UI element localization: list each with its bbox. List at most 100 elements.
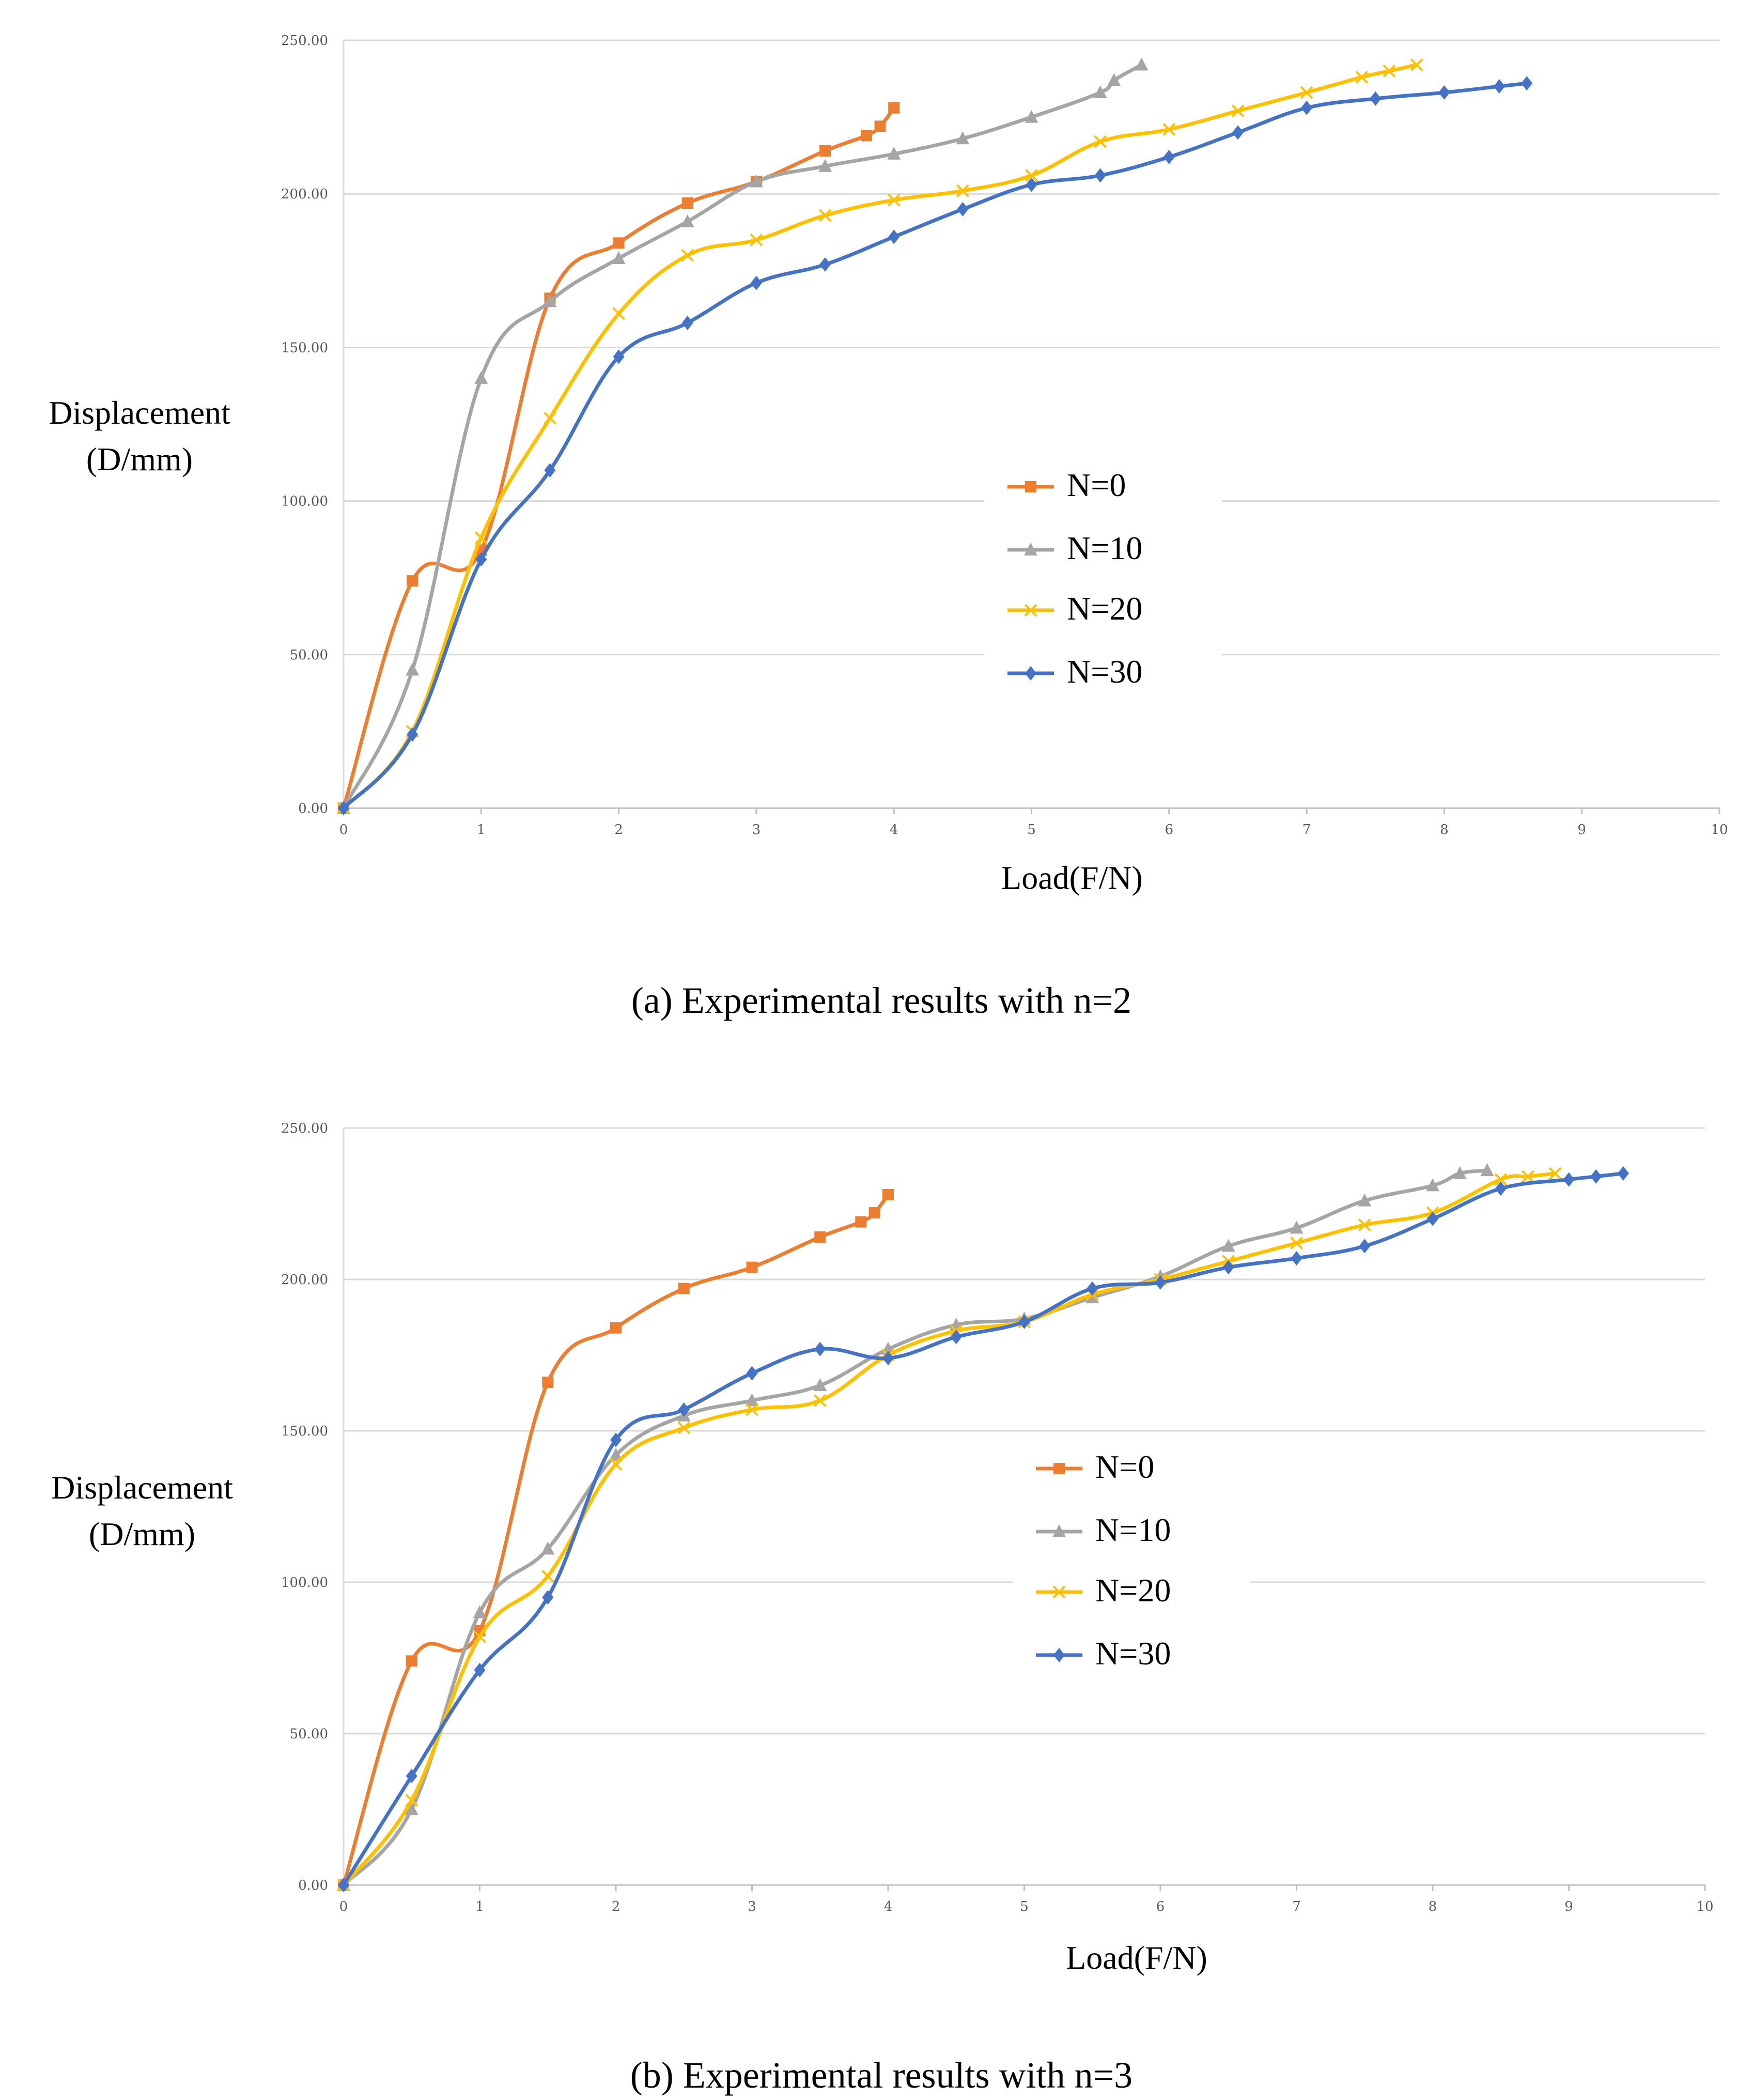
data-point [868,1207,880,1219]
data-point [406,1655,417,1667]
data-point [609,1458,623,1471]
x-tick-label: 7 [1292,1899,1301,1914]
x-tick-label: 6 [1156,1899,1165,1914]
data-point [678,1283,690,1294]
x-tick-label: 10 [1711,822,1728,838]
data-point [1301,100,1313,115]
y-axis-label-line1: Displacement [51,1469,233,1506]
data-point [680,214,694,227]
data-point [612,251,626,265]
data-point [818,209,832,222]
data-point [1453,1166,1467,1179]
data-point [406,1769,417,1784]
data-point [1494,1173,1508,1186]
data-point [1410,58,1423,71]
data-point [338,1878,349,1892]
data-point [819,257,831,272]
x-tick-label: 2 [614,822,623,838]
data-point [746,1366,758,1381]
data-point [1521,76,1533,91]
legend-item: N=0 [1007,467,1126,503]
data-point [406,662,420,676]
data-point [541,1541,555,1555]
data-point [612,307,626,320]
data-point-stroke-b [1410,58,1423,71]
series-line [342,106,896,809]
legend-background [1013,1444,1250,1687]
data-point [855,1216,867,1228]
data-point [1025,110,1038,123]
legend-label: N=10 [1067,530,1142,566]
data-point-stroke-b [1522,1170,1534,1183]
data-point [473,1605,487,1618]
data-point [678,1402,690,1417]
x-tick-label: 4 [890,822,898,838]
data-point [542,1590,554,1605]
data-point [681,249,694,262]
legend-item: N=20 [1036,1572,1171,1609]
data-point [746,1261,758,1273]
data-point [681,197,693,209]
data-point [1548,1167,1562,1180]
data-point [957,202,969,217]
x-tick-label: 4 [884,1899,893,1914]
legend-swatch-marker [1025,481,1036,492]
data-point-stroke-b [813,1394,827,1407]
data-point [1480,1163,1494,1177]
data-point [1162,122,1176,136]
data-point [813,1394,827,1407]
data-point-stroke-b [677,1421,691,1434]
x-tick-label: 8 [1440,822,1449,838]
data-point-stroke-b [541,1569,554,1583]
data-point [405,1794,418,1807]
y-axis-label-line1: Displacement [49,394,230,431]
legend-label: N=20 [1067,590,1142,627]
y-tick-label: 50.00 [290,1726,328,1742]
legend-item: N=10 [1036,1511,1171,1548]
legend: N=0 N=10 N=20 N=30 [984,462,1222,705]
chart-panel-b: 0.00 50.00 100.00 150.00 200.00 250.00 0 1 2 3 4 5 6… [51,1121,1713,2096]
data-point-stroke-b [1355,70,1369,84]
data-point [1222,1260,1234,1275]
data-point [613,237,625,249]
data-point [1358,1193,1372,1207]
data-point [541,1569,554,1583]
data-point [813,1378,827,1392]
data-point-stroke-b [1358,1218,1371,1231]
y-tick-label: 50.00 [290,647,328,663]
data-point-stroke-b [1162,122,1176,136]
x-tick-label: 3 [748,1899,756,1914]
series-N=30 [338,1166,1629,1892]
data-point [814,1231,826,1243]
data-point-stroke-b [1290,1237,1303,1250]
legend-swatch-marker [1053,1463,1065,1474]
data-point [956,131,970,145]
series-line [342,81,1527,810]
legend-label: N=20 [1095,1572,1171,1609]
x-tick-label: 1 [475,1899,484,1914]
y-axis-label-line2: (D/mm) [86,441,193,477]
data-point-stroke-b [1231,104,1245,118]
data-point [874,120,886,132]
data-point [610,1432,622,1447]
data-point [1355,70,1369,84]
y-tick-label: 250.00 [281,33,328,49]
data-point [1232,125,1244,140]
data-point [819,145,831,157]
data-point [681,315,693,330]
data-point-stroke-b [1383,65,1396,78]
series-line [342,63,1417,810]
data-point [887,146,901,160]
legend-swatch-marker [1052,1524,1066,1537]
data-point [818,159,832,172]
data-point-stroke-b [609,1458,623,1471]
data-point [1093,85,1107,99]
data-point [338,801,349,815]
x-tick-label: 5 [1027,822,1036,838]
y-axis-label-line2: (D/mm) [89,1516,195,1552]
data-point [1085,1290,1099,1304]
y-tick-label: 200.00 [281,1272,328,1288]
data-point [1107,73,1121,86]
legend-label: N=30 [1067,653,1142,690]
x-axis-label: Load(F/N) [1066,1939,1207,1976]
